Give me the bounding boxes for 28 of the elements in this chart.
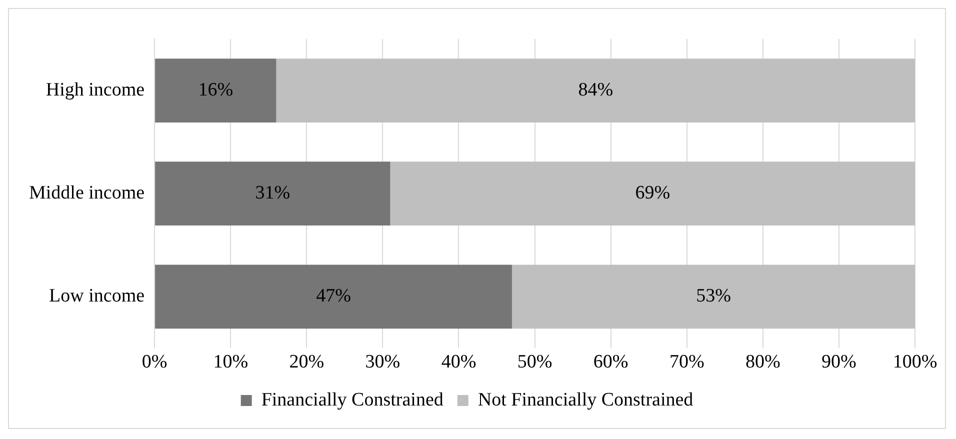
data-label: 84% — [578, 80, 614, 101]
x-tick-label: 30% — [365, 352, 400, 373]
x-tick-label: 10% — [213, 352, 248, 373]
bar — [390, 162, 915, 226]
legend-label: Financially Constrained — [261, 389, 444, 410]
x-tick-label: 70% — [669, 352, 704, 373]
bar — [155, 264, 512, 329]
x-tick-label: 100% — [892, 352, 938, 373]
bar — [512, 264, 915, 329]
x-tick-label: 0% — [142, 352, 168, 373]
y-tick-label: Low income — [49, 286, 145, 307]
bar — [155, 58, 276, 122]
data-label: 47% — [316, 286, 352, 307]
x-tick-label: 40% — [441, 352, 476, 373]
x-tick-label: 50% — [517, 352, 552, 373]
x-tick-label: 90% — [822, 352, 857, 373]
data-label: 53% — [696, 286, 732, 307]
x-tick-label: 80% — [746, 352, 780, 373]
legend-label: Not Financially Constrained — [478, 389, 694, 410]
data-label: 69% — [635, 182, 670, 204]
x-tick-label: 20% — [289, 352, 324, 373]
y-tick-label: Middle income — [28, 182, 145, 204]
bar — [155, 162, 390, 226]
data-label: 31% — [255, 182, 290, 204]
data-label: 16% — [198, 80, 234, 101]
y-tick-label: High income — [46, 80, 145, 101]
bar — [276, 58, 915, 122]
x-tick-label: 60% — [593, 352, 628, 373]
